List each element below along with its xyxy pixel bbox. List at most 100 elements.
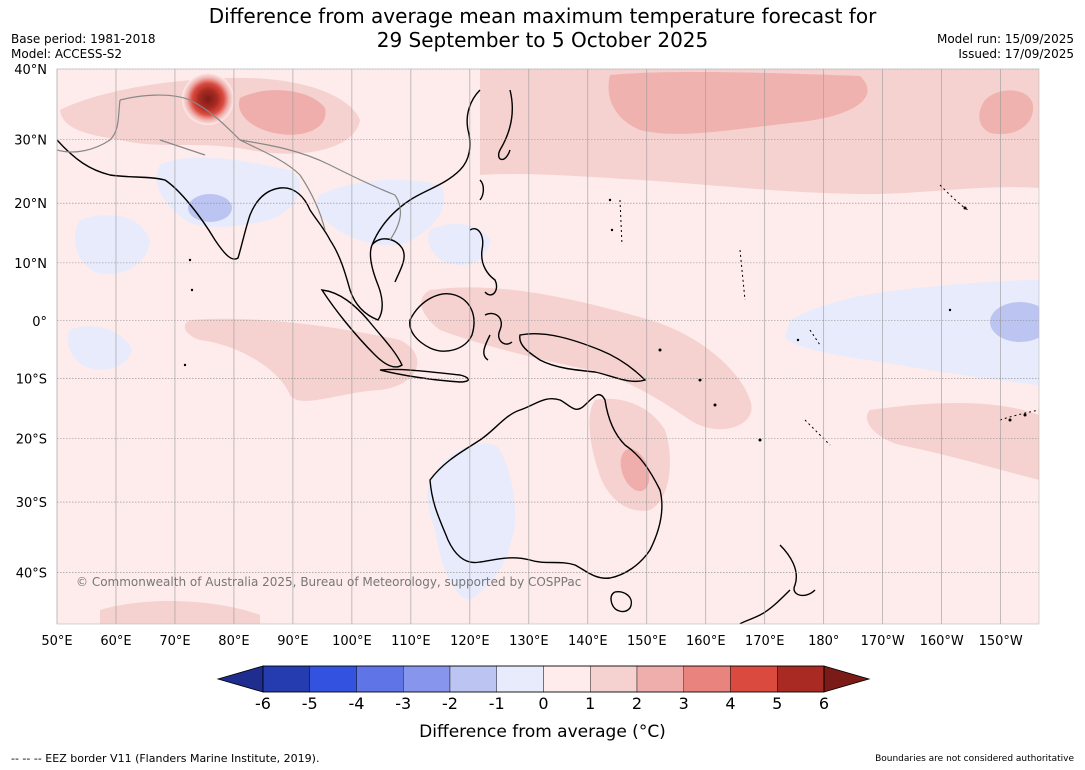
longitude-label: 170°E <box>745 634 785 649</box>
colorbar-tick-label: -6 <box>255 694 271 713</box>
longitude-label: 150°W <box>979 634 1023 649</box>
coastline-new-zealand <box>739 544 816 624</box>
coastline-indochina <box>329 89 481 321</box>
map-title: Difference from average mean maximum tem… <box>0 4 1085 52</box>
coastline-tasmania <box>610 591 632 613</box>
meta-left: Base period: 1981-2018 Model: ACCESS-S2 <box>11 32 156 62</box>
warm-core-queensland <box>620 448 650 492</box>
colorbar-tick-label: 0 <box>538 694 548 713</box>
warm-anomaly-east-core <box>979 90 1034 135</box>
island <box>188 258 192 262</box>
longitude-label: 80°E <box>218 634 249 649</box>
coastline-sulawesi <box>483 312 513 361</box>
cool-core-east-pacific <box>990 302 1039 342</box>
island <box>1023 413 1027 417</box>
colorbar-bin <box>262 665 310 693</box>
longitude-label: 160°W <box>920 634 964 649</box>
meta-right: Model run: 15/09/2025 Issued: 17/09/2025 <box>937 32 1074 62</box>
map-frame <box>56 68 1040 625</box>
island <box>608 198 612 202</box>
longitude-label: 160°E <box>686 634 726 649</box>
cool-anomaly-indochina <box>316 179 445 246</box>
colorbar-tick-label: 1 <box>585 694 595 713</box>
eez-border-pacific <box>619 199 821 346</box>
colorbar-bin <box>683 665 731 693</box>
anomaly-fields <box>60 69 1039 624</box>
colorbar-tick-label: -1 <box>489 694 505 713</box>
boundaries-disclaimer: Boundaries are not considered authoritat… <box>875 754 1074 764</box>
colorbar-tick-label: -5 <box>302 694 318 713</box>
latitude-label: 30°N <box>14 133 47 148</box>
coastline-sumatra <box>320 289 403 368</box>
coastline-philippines <box>469 228 498 296</box>
model-name: Model: ACCESS-S2 <box>11 47 123 61</box>
coastline-java <box>379 368 469 383</box>
island <box>610 228 614 232</box>
colorbar-tick-label: 5 <box>772 694 782 713</box>
hot-spot-karakoram <box>182 73 234 125</box>
colorbar: -6 -5 -4 -3 -2 -1 0 1 2 3 4 5 6 <box>216 665 871 713</box>
latitude-label: 10°N <box>14 257 47 272</box>
latitude-labels: 40°N 30°N 20°N 10°N 0° 10°S 20°S 30°S 40°S <box>14 63 47 582</box>
island <box>713 403 717 407</box>
longitude-label: 120°E <box>450 634 490 649</box>
issued-date: Issued: 17/09/2025 <box>958 47 1074 61</box>
island <box>698 378 702 382</box>
country-borders <box>57 94 402 241</box>
coastline-taiwan <box>479 179 485 201</box>
longitude-label: 150°E <box>627 634 667 649</box>
latitude-label: 20°N <box>14 197 47 212</box>
colorbar-label-unit: °C) <box>638 722 666 742</box>
island <box>963 206 967 210</box>
longitude-label: 60°E <box>100 634 131 649</box>
border-china <box>239 139 402 241</box>
colorbar-bin <box>449 665 497 693</box>
cool-anomaly-western-australia <box>427 443 516 600</box>
colorbar-frame <box>262 665 825 693</box>
copyright-notice: © Commonwealth of Australia 2025, Bureau… <box>76 575 581 589</box>
latitude-label: 0° <box>32 315 47 330</box>
island <box>183 363 187 367</box>
colorbar-extend-high <box>823 665 871 693</box>
colorbar-bin <box>356 665 404 693</box>
colorbar-label-text: Difference from average ( <box>419 722 639 742</box>
warm-anomaly-southern-ocean <box>100 600 260 624</box>
colorbar-bin <box>309 665 357 693</box>
colorbar-bin <box>590 665 638 693</box>
colorbar-tick-label: 2 <box>632 694 642 713</box>
island <box>190 288 194 292</box>
island <box>758 438 762 442</box>
longitude-label: 180° <box>808 634 839 649</box>
latitude-label: 10°S <box>16 373 47 388</box>
colorbar-bin <box>777 665 825 693</box>
graticule <box>56 68 1039 624</box>
colorbar-tick-label: -2 <box>442 694 458 713</box>
longitude-label: 110°E <box>391 634 431 649</box>
island <box>658 348 662 352</box>
coastline-japan <box>498 89 513 161</box>
coastlines <box>57 89 816 624</box>
latitude-label: 40°S <box>16 567 47 582</box>
warm-anomaly-south-pacific <box>866 403 1039 480</box>
colorbar-bin <box>730 665 778 693</box>
colorbar-tick-label: 6 <box>819 694 829 713</box>
colorbar-extend-low <box>216 665 264 693</box>
island <box>1008 418 1012 422</box>
island <box>796 338 800 342</box>
border-south-asia <box>119 94 326 231</box>
longitude-label: 100°E <box>332 634 372 649</box>
latitude-label: 20°S <box>16 432 47 447</box>
longitude-label: 50°E <box>41 634 72 649</box>
longitude-label: 90°E <box>277 634 308 649</box>
eez-border-islands <box>804 184 1039 446</box>
latitude-label: 40°N <box>14 63 47 78</box>
eez-borders <box>619 184 1039 446</box>
colorbar-bin <box>403 665 451 693</box>
coastline-new-guinea <box>519 332 647 382</box>
warm-anomaly-melanesia <box>421 287 752 430</box>
model-run: Model run: 15/09/2025 <box>936 32 1074 46</box>
cool-core-india <box>188 194 232 222</box>
longitude-label: 130°E <box>509 634 549 649</box>
coastline-arabia-india <box>57 139 331 260</box>
